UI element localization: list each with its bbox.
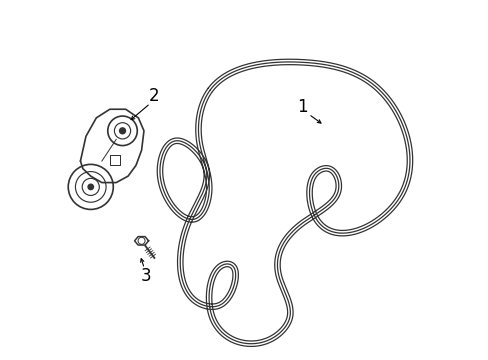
Text: 1: 1 (297, 98, 307, 116)
Text: 2: 2 (149, 87, 159, 105)
Circle shape (120, 128, 125, 134)
Circle shape (88, 184, 93, 190)
Text: 3: 3 (141, 267, 151, 285)
